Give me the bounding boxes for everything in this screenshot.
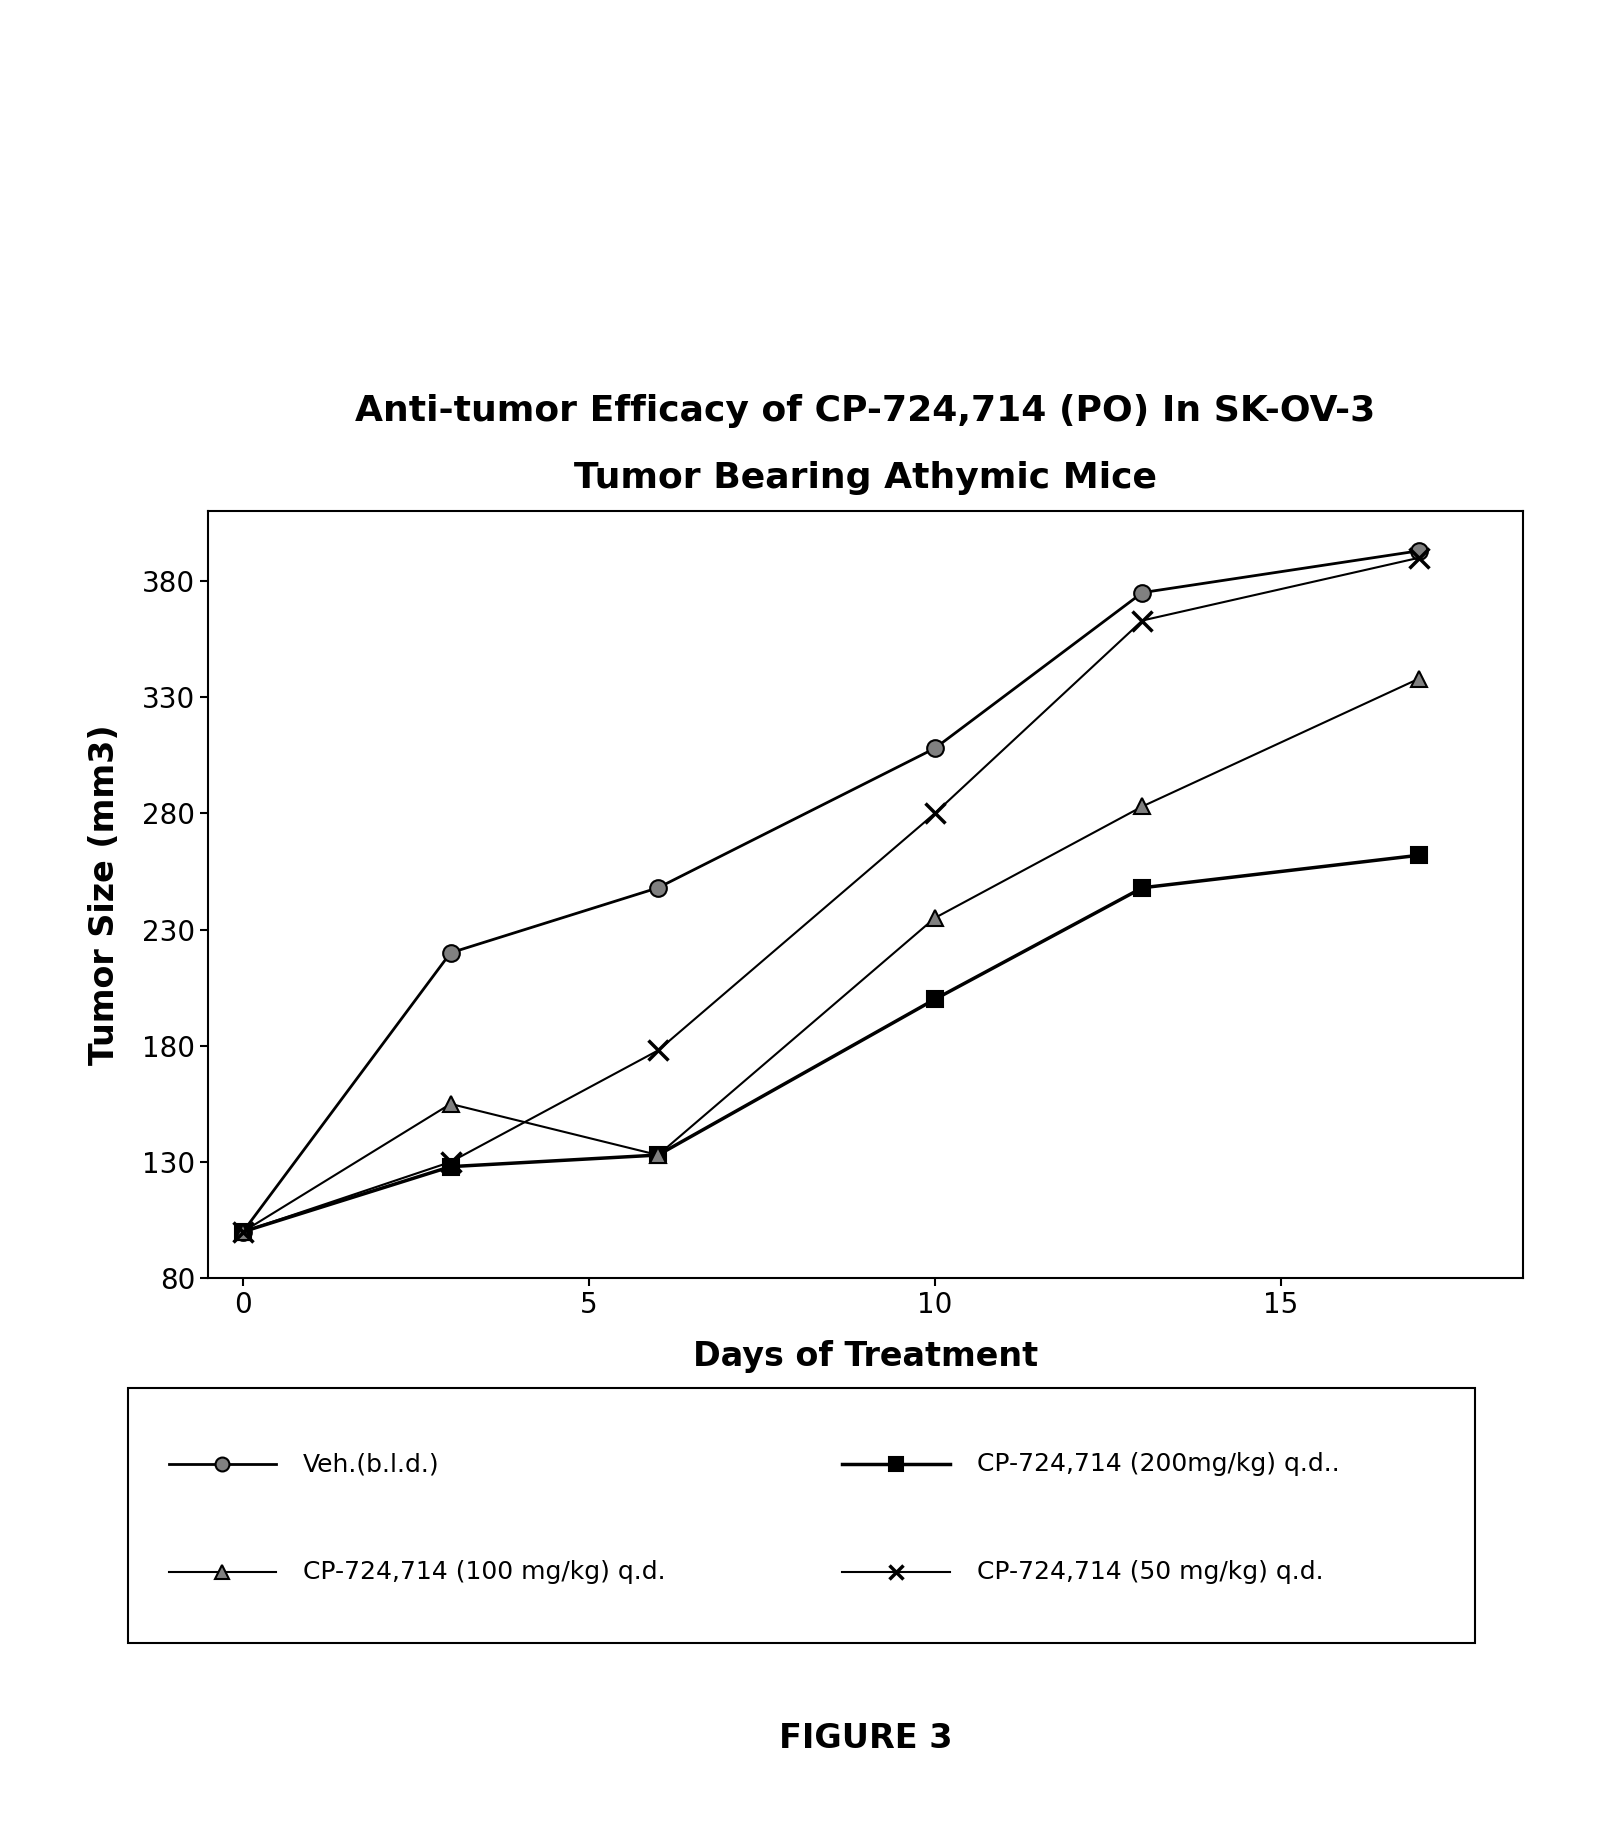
- X-axis label: Days of Treatment: Days of Treatment: [692, 1340, 1039, 1373]
- Text: CP-724,714 (50 mg/kg) q.d.: CP-724,714 (50 mg/kg) q.d.: [976, 1559, 1322, 1583]
- Y-axis label: Tumor Size (mm3): Tumor Size (mm3): [88, 725, 122, 1065]
- Text: Veh.(b.l.d.): Veh.(b.l.d.): [303, 1452, 439, 1477]
- Text: FIGURE 3: FIGURE 3: [779, 1722, 952, 1755]
- Text: Tumor Bearing Athymic Mice: Tumor Bearing Athymic Mice: [574, 462, 1157, 495]
- Text: CP-724,714 (100 mg/kg) q.d.: CP-724,714 (100 mg/kg) q.d.: [303, 1559, 665, 1583]
- Text: CP-724,714 (200mg/kg) q.d..: CP-724,714 (200mg/kg) q.d..: [976, 1452, 1339, 1477]
- Text: Anti-tumor Efficacy of CP-724,714 (PO) In SK-OV-3: Anti-tumor Efficacy of CP-724,714 (PO) I…: [356, 394, 1375, 427]
